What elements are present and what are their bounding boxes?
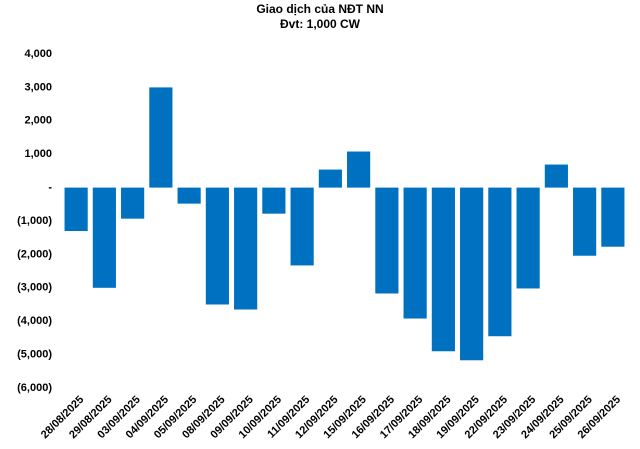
bar <box>544 164 568 188</box>
y-tick-label: (4,000) <box>17 315 52 327</box>
y-tick-label: (5,000) <box>17 349 52 361</box>
y-tick-label: (2,000) <box>17 248 52 260</box>
chart-title: Giao dịch của NĐT NN <box>256 2 383 16</box>
bar <box>601 187 625 247</box>
bar <box>121 187 145 219</box>
bar <box>375 187 399 294</box>
y-tick-label: (3,000) <box>17 282 52 294</box>
y-tick-label: (6,000) <box>17 382 52 394</box>
y-tick-label: (1,000) <box>17 215 52 227</box>
bar <box>403 187 427 319</box>
y-tick-label: 4,000 <box>24 48 52 60</box>
bar <box>318 169 342 188</box>
bar <box>290 187 314 266</box>
bar <box>64 187 88 232</box>
y-tick-label: - <box>48 182 52 194</box>
bar <box>431 187 455 352</box>
bar <box>516 187 540 289</box>
bar <box>92 187 116 288</box>
chart-subtitle: Đvt: 1,000 CW <box>280 17 361 31</box>
bar <box>177 187 201 204</box>
bar <box>234 187 258 310</box>
bar <box>262 187 286 214</box>
bar <box>460 187 484 361</box>
bar <box>347 151 371 188</box>
bar <box>488 187 512 337</box>
y-tick-label: 2,000 <box>24 115 52 127</box>
y-tick-label: 3,000 <box>24 81 52 93</box>
y-tick-label: 1,000 <box>24 148 52 160</box>
bar <box>205 187 229 305</box>
bar <box>149 87 173 188</box>
bar <box>573 187 597 256</box>
